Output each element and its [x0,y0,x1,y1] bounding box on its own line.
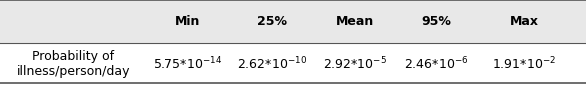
Bar [0,0,586,42]
Bar [0,42,586,85]
Text: 2.92*10$^{-5}$: 2.92*10$^{-5}$ [322,55,387,72]
Text: Probability of
illness/person/day: Probability of illness/person/day [16,50,130,78]
Text: 5.75*10$^{-14}$: 5.75*10$^{-14}$ [153,55,222,72]
Text: 25%: 25% [257,15,288,28]
Text: 95%: 95% [422,15,451,28]
Text: 2.46*10$^{-6}$: 2.46*10$^{-6}$ [404,55,469,72]
Text: 1.91*10$^{-2}$: 1.91*10$^{-2}$ [492,55,557,72]
Text: Min: Min [175,15,200,28]
Text: 2.62*10$^{-10}$: 2.62*10$^{-10}$ [237,55,308,72]
Text: Mean: Mean [335,15,374,28]
Text: Max: Max [510,15,539,28]
